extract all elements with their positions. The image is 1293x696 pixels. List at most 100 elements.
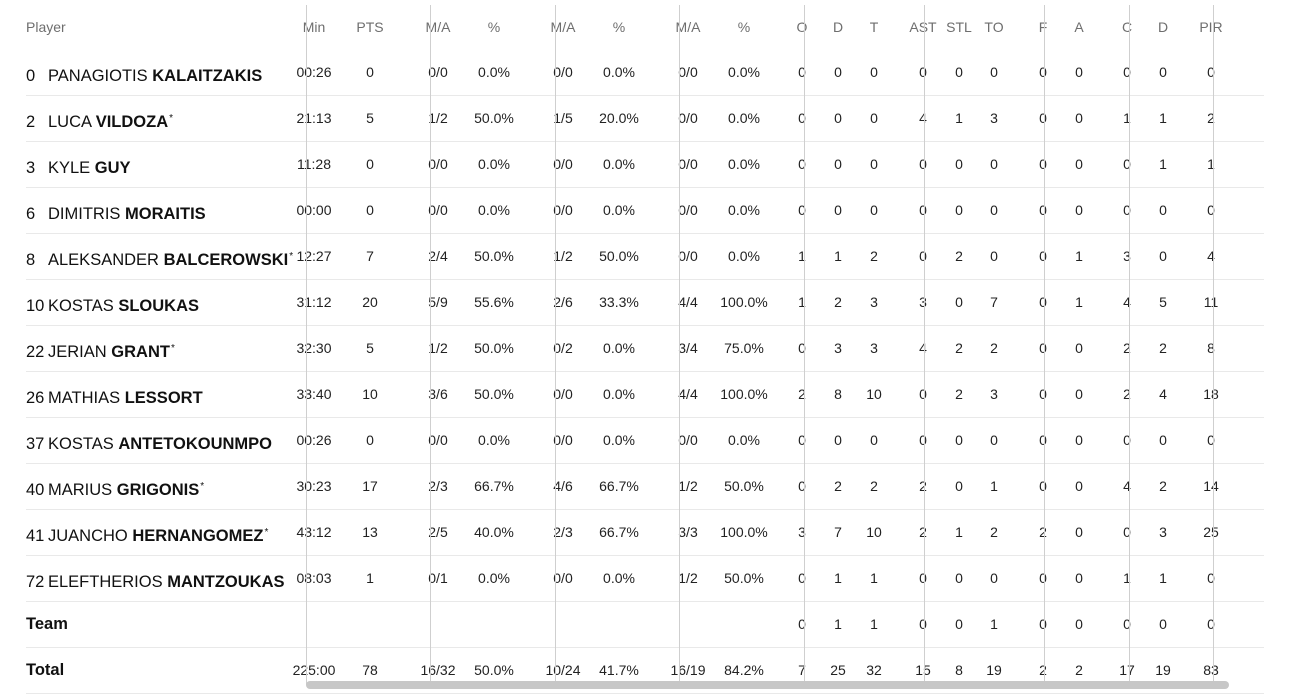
table-row[interactable]: 2 LUCA VILDOZA* 21:13 5 1/2 50.0% 1/5 20.0% 0/0 0… — [26, 96, 1264, 142]
stat-fouls-c: 0 — [1123, 202, 1131, 218]
stat-ast: 2 — [919, 524, 927, 540]
horizontal-scrollbar[interactable] — [306, 681, 1229, 689]
total-row: Total 225:00 78 16/32 50.0% 10/24 41.7% 16/19 84… — [26, 648, 1264, 694]
stat-pir: 83 — [1203, 662, 1219, 678]
stat-ft-pct — [714, 602, 774, 647]
stat-fouls-c: 1 — [1123, 110, 1131, 126]
stat-fouls-d: 0 — [1159, 64, 1167, 80]
stat-ft-pct: 84.2% — [724, 662, 764, 678]
stat-reb-o: 3 — [798, 524, 806, 540]
table-row[interactable]: 41 JUANCHO HERNANGOMEZ* 43:12 13 2/5 40.0% 2/3… — [26, 510, 1264, 556]
table-row[interactable]: 40 MARIUS GRIGONIS* 30:23 17 2/3 66.7% 4/6 66.7… — [26, 464, 1264, 510]
stat-ast: 2 — [919, 478, 927, 494]
stat-blk-f: 0 — [1039, 478, 1047, 494]
stat-fg3-ma: 0/2 — [553, 340, 573, 356]
stat-fg2-ma: 0/0 — [428, 202, 448, 218]
player-name-cell[interactable]: 8 ALEKSANDER BALCEROWSKI* — [26, 234, 305, 279]
player-first-name: DIMITRIS — [48, 205, 121, 223]
stat-pir: 0 — [1207, 570, 1215, 586]
stat-fg2-pct: 50.0% — [474, 110, 514, 126]
player-name-cell[interactable]: 2 LUCA VILDOZA* — [26, 96, 305, 141]
stat-reb-d: 7 — [834, 524, 842, 540]
table-row[interactable]: 3 KYLE GUY 11:28 0 0/0 0.0% 0/0 0.0% 0/0 0.0% 0 0 0 0… — [26, 142, 1264, 188]
stat-fg3-ma — [533, 602, 593, 647]
player-name-cell[interactable]: 10 KOSTAS SLOUKAS — [26, 280, 305, 325]
player-name-cell[interactable]: 37 KOSTAS ANTETOKOUNMPO — [26, 418, 305, 463]
stat-pir: 2 — [1207, 110, 1215, 126]
stat-reb-d: 0 — [834, 64, 842, 80]
player-first-name: ELEFTHERIOS — [48, 573, 163, 591]
stat-fouls-d: 5 — [1159, 294, 1167, 310]
stat-pir: 0 — [1207, 432, 1215, 448]
player-name-cell[interactable]: 22 JERIAN GRANT* — [26, 326, 305, 371]
stat-fg3-pct: 0.0% — [603, 202, 635, 218]
table-row[interactable]: 22 JERIAN GRANT* 32:30 5 1/2 50.0% 0/2 0.0% 3/4 7… — [26, 326, 1264, 372]
stat-fouls-c: 2 — [1123, 340, 1131, 356]
stat-pir: 0 — [1207, 202, 1215, 218]
stat-fg3-pct: 66.7% — [599, 478, 639, 494]
stat-blk-f: 0 — [1039, 386, 1047, 402]
stat-stl: 0 — [955, 478, 963, 494]
player-last-name: MORAITIS — [125, 205, 206, 223]
player-name-cell[interactable]: 3 KYLE GUY — [26, 142, 305, 187]
stat-reb-t: 0 — [870, 64, 878, 80]
stat-blk-a: 1 — [1075, 248, 1083, 264]
table-row[interactable]: 10 KOSTAS SLOUKAS 31:12 20 5/9 55.6% 2/6 33.3% 4… — [26, 280, 1264, 326]
player-name-cell[interactable]: 6 DIMITRIS MORAITIS — [26, 188, 305, 233]
player-first-name: KYLE — [48, 159, 91, 177]
player-number: 26 — [26, 389, 45, 407]
player-last-name: LESSORT — [124, 389, 203, 407]
table-row[interactable]: 26 MATHIAS LESSORT 33:40 10 3/6 50.0% 0/0 0.0% 4… — [26, 372, 1264, 418]
stat-reb-o: 0 — [798, 432, 806, 448]
player-name-cell[interactable]: 72 ELEFTHERIOS MANTZOUKAS — [26, 556, 305, 601]
stat-reb-t: 2 — [870, 248, 878, 264]
stat-blk-f: 0 — [1039, 294, 1047, 310]
stat-fg3-ma: 1/5 — [553, 110, 573, 126]
stat-pir: 8 — [1207, 340, 1215, 356]
stat-pir: 11 — [1203, 294, 1219, 310]
table-row[interactable]: 8 ALEKSANDER BALCEROWSKI* 12:27 7 2/4 50.0% 1/… — [26, 234, 1264, 280]
stat-reb-d: 2 — [834, 478, 842, 494]
table-row[interactable]: 72 ELEFTHERIOS MANTZOUKAS 08:03 1 0/1 0.0% 0/0… — [26, 556, 1264, 602]
stat-fg3-pct: 33.3% — [599, 294, 639, 310]
table-row[interactable]: 37 KOSTAS ANTETOKOUNMPO 00:26 0 0/0 0.0% 0/0 0.… — [26, 418, 1264, 464]
stat-to: 0 — [990, 156, 998, 172]
player-name-cell[interactable]: 26 MATHIAS LESSORT — [26, 372, 305, 417]
stat-blk-a: 0 — [1075, 524, 1083, 540]
column-header-blk-f: F — [1038, 19, 1048, 35]
stat-ft-ma: 0/0 — [678, 156, 698, 172]
stat-ft-ma: 0/0 — [678, 248, 698, 264]
stat-stl: 0 — [955, 616, 963, 632]
stat-ft-pct: 0.0% — [728, 248, 760, 264]
player-number: 3 — [26, 159, 36, 177]
stat-reb-d: 25 — [830, 662, 846, 678]
stat-ast: 0 — [919, 432, 927, 448]
stat-fg2-ma — [408, 602, 468, 647]
player-name-cell[interactable]: 41 JUANCHO HERNANGOMEZ* — [26, 510, 305, 555]
player-name-cell[interactable]: 0 PANAGIOTIS KALAITZAKIS — [26, 50, 305, 95]
stat-fouls-d: 2 — [1159, 340, 1167, 356]
column-divider — [430, 5, 431, 685]
stat-stl: 0 — [955, 202, 963, 218]
stat-fg2-pct: 0.0% — [478, 432, 510, 448]
stat-blk-a: 0 — [1075, 64, 1083, 80]
stat-ft-pct: 50.0% — [724, 478, 764, 494]
stat-stl: 0 — [955, 156, 963, 172]
starter-marker: * — [169, 113, 174, 124]
stat-pts: 0 — [366, 202, 374, 218]
stat-fg2-pct: 0.0% — [478, 64, 510, 80]
stat-fg2-ma: 1/2 — [428, 340, 448, 356]
column-divider — [1129, 5, 1130, 685]
stat-reb-o: 0 — [798, 64, 806, 80]
stat-pir: 1 — [1207, 156, 1215, 172]
player-first-name: MATHIAS — [48, 389, 121, 407]
stat-fg2-pct: 66.7% — [474, 478, 514, 494]
stat-ast: 0 — [919, 64, 927, 80]
stat-blk-a: 0 — [1075, 110, 1083, 126]
stat-fg2-ma: 0/0 — [428, 64, 448, 80]
column-divider — [1213, 5, 1214, 685]
table-row[interactable]: 6 DIMITRIS MORAITIS 00:00 0 0/0 0.0% 0/0 0.0% 0/… — [26, 188, 1264, 234]
stat-ft-pct: 0.0% — [728, 110, 760, 126]
player-name-cell[interactable]: 40 MARIUS GRIGONIS* — [26, 464, 305, 509]
table-row[interactable]: 0 PANAGIOTIS KALAITZAKIS 00:26 0 0/0 0.0% 0/0 0… — [26, 50, 1264, 96]
